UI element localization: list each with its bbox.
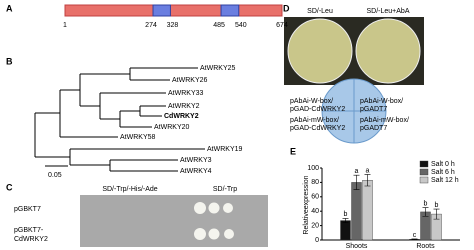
leaf-label: AtWRKY2: [168, 103, 200, 110]
bar: [340, 220, 351, 241]
bar: [362, 180, 373, 241]
legend-label: Salt 12 h: [431, 177, 459, 184]
x-tick-label: Roots: [416, 243, 435, 250]
leaf-label: AtWRKY19: [207, 146, 243, 153]
panel-label: C: [6, 182, 13, 192]
tree: [34, 67, 205, 172]
quadrant-label: pGAD-CdWRKY2: [290, 125, 345, 132]
quadrant-label: pGAD-CdWRKY2: [290, 106, 345, 113]
y-tick-label: 20: [311, 222, 319, 229]
divider: [322, 79, 386, 143]
y-tick-label: 80: [311, 179, 319, 186]
error-bar: [433, 208, 440, 220]
protein-bar: [64, 4, 283, 17]
y-tick-label: 60: [311, 194, 319, 201]
leaf-label: AtWRKY33: [168, 90, 204, 97]
significance-letter: a: [355, 168, 359, 175]
y-tick-label: 40: [311, 208, 319, 215]
legend-swatch: [419, 168, 429, 176]
position-label: 485: [213, 22, 225, 29]
panel-label: A: [6, 3, 13, 13]
plate: [355, 18, 421, 84]
legend-label: Salt 6 h: [431, 169, 455, 176]
bar: [351, 182, 362, 241]
leaf-label: AtWRKY58: [120, 134, 156, 141]
column-label: SD/-Trp/-His/-Ade: [102, 186, 157, 193]
quadrant-label: pGADT7: [360, 106, 387, 113]
leaf-label: AtWRKY26: [172, 77, 208, 84]
panel-label: D: [283, 3, 290, 13]
plate: [80, 195, 268, 247]
column-label: SD/-Leu+AbA: [367, 8, 410, 15]
y-tick-label: 0: [315, 237, 319, 244]
error-bar: [364, 174, 371, 187]
legend-label: Salt 0 h: [431, 161, 455, 168]
row-label: CdWRKY2: [14, 236, 48, 243]
error-bar: [411, 238, 418, 240]
x-tick-label: Shoots: [346, 243, 368, 250]
quadrant-label: pAbAi-W-box/: [290, 98, 333, 105]
error-bar: [353, 174, 360, 190]
error-bar: [422, 207, 429, 217]
domain: [152, 4, 171, 17]
position-label: 274: [145, 22, 157, 29]
position-label: 540: [235, 22, 247, 29]
panel-label: B: [6, 56, 13, 66]
significance-letter: b: [344, 211, 348, 218]
quadrant-labels: pAbAi-W-box/ pGAD-CdWRKY2 pAbAi-W-box/ p…: [290, 98, 409, 132]
row-label: pGBKT7-: [14, 227, 44, 234]
legend-swatch: [419, 160, 429, 168]
position-label: 1: [63, 22, 67, 29]
scale-label: 0.05: [48, 172, 62, 179]
significance-letter: c: [413, 232, 417, 239]
leaf-label: CdWRKY2: [164, 113, 199, 120]
legend-swatch: [419, 176, 429, 184]
leaf-label: AtWRKY3: [180, 157, 212, 164]
leaf-label: AtWRKY20: [154, 124, 190, 131]
position-label: 674: [276, 22, 288, 29]
error-bar: [342, 218, 349, 224]
row-label: pGBKT7: [14, 206, 41, 213]
column-label: SD/-Trp: [213, 186, 237, 193]
quadrant-label: pAbAi-mW-box/: [290, 117, 339, 124]
leaf-label: AtWRKY25: [200, 65, 236, 72]
quadrant-label: pAbAi-W-box/: [360, 98, 403, 105]
position-label: 328: [167, 22, 179, 29]
domain: [220, 4, 240, 17]
significance-letter: b: [424, 200, 428, 207]
significance-letter: b: [435, 202, 439, 209]
panel-label: E: [290, 146, 296, 156]
colonies: [194, 202, 234, 240]
quadrant-label: pAbAi-mW-box/: [360, 117, 409, 124]
plate: [287, 18, 353, 84]
quadrant-label: pGADT7: [360, 125, 387, 132]
leaf-label: AtWRKY4: [180, 168, 212, 175]
column-label: SD/-Leu: [307, 8, 333, 15]
y-axis-label: Relativeexpression: [303, 175, 310, 234]
significance-letter: a: [366, 167, 370, 174]
y-tick-label: 100: [307, 165, 319, 172]
